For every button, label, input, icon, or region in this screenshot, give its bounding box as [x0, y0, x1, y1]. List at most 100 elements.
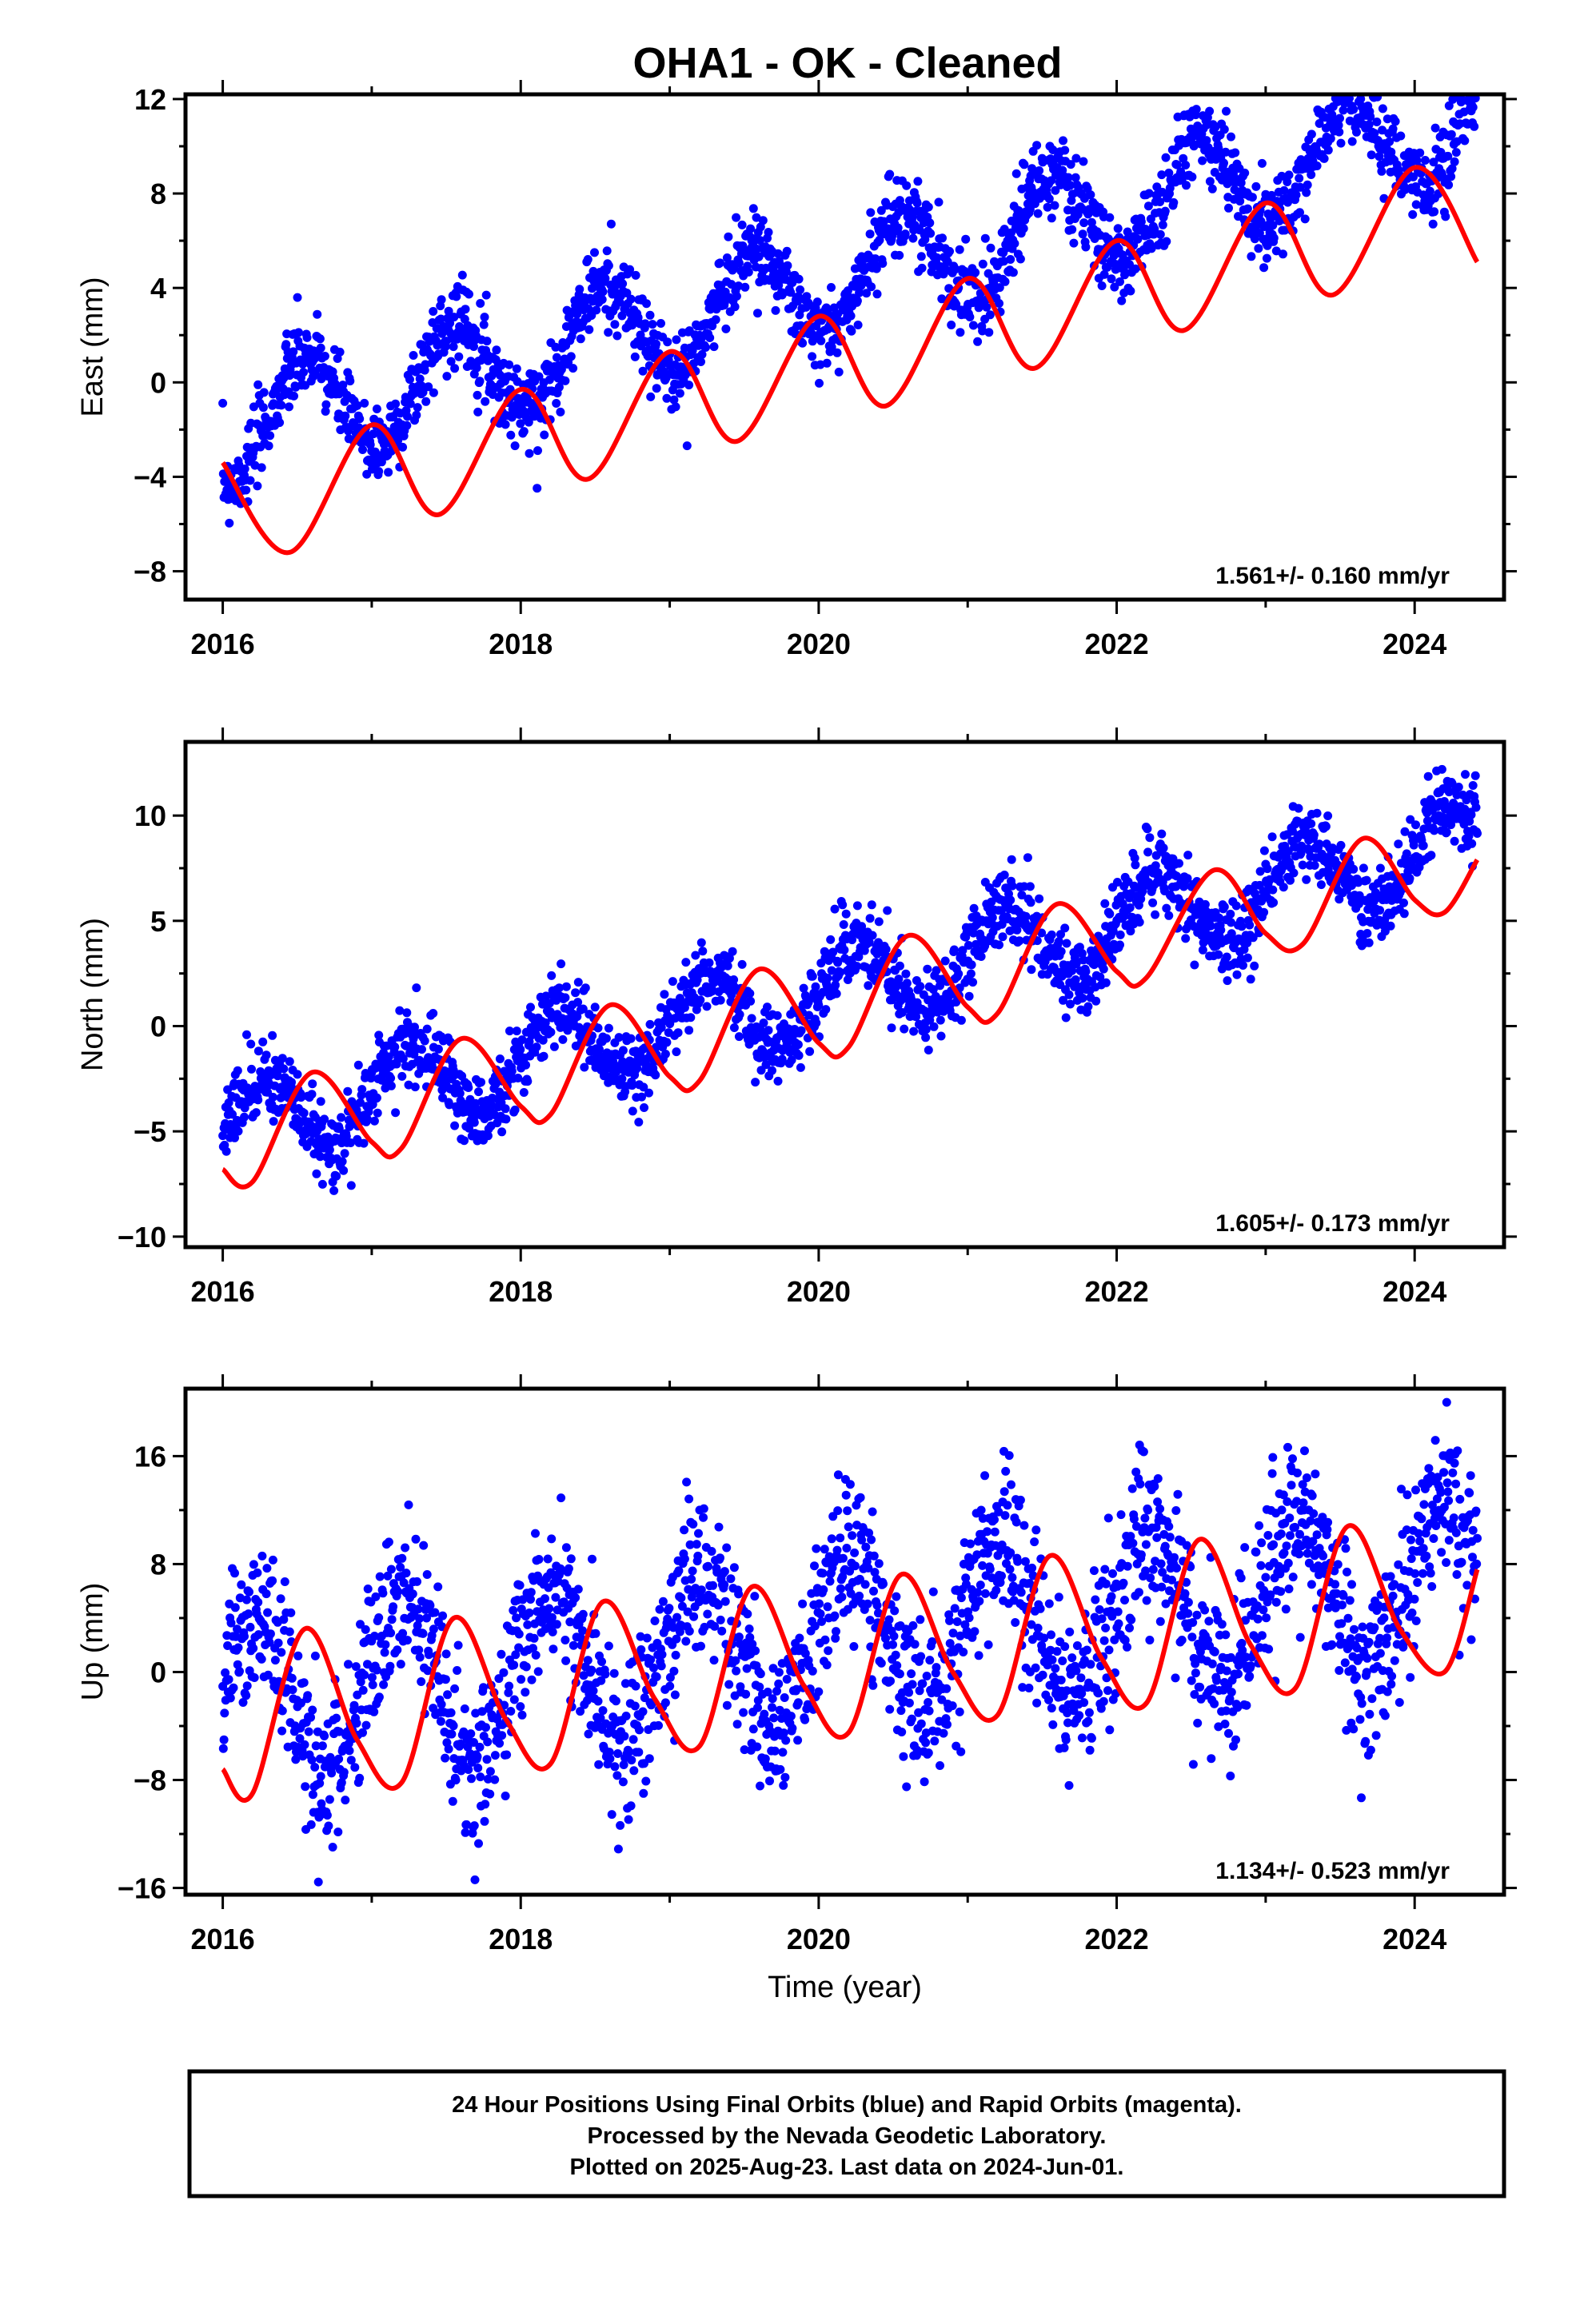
east-data-point: [1336, 78, 1345, 87]
east-data-point: [412, 410, 421, 420]
north-data-point: [1017, 891, 1027, 900]
up-data-point: [655, 1604, 664, 1614]
up-data-point: [345, 1746, 354, 1756]
up-data-point: [561, 1543, 571, 1553]
east-data-point: [1450, 157, 1459, 166]
north-data-point: [1035, 894, 1044, 903]
east-data-point: [1190, 140, 1199, 149]
north-data-point: [1315, 839, 1324, 849]
up-data-point: [624, 1815, 633, 1824]
north-data-point: [1060, 923, 1070, 933]
up-data-point: [398, 1628, 408, 1638]
east-data-point: [576, 334, 585, 344]
east-data-point: [1396, 131, 1406, 141]
north-data-point: [571, 988, 581, 998]
north-data-point: [968, 928, 978, 938]
north-data-point: [1231, 901, 1241, 911]
north-data-point: [827, 966, 836, 975]
east-data-point: [682, 441, 692, 451]
east-data-point: [1303, 180, 1312, 189]
east-data-point: [875, 235, 884, 245]
east-data-point: [1000, 277, 1010, 286]
north-data-point: [966, 969, 976, 979]
north-data-point: [799, 983, 808, 993]
north-data-point: [307, 1090, 317, 1099]
north-data-point: [729, 1023, 739, 1032]
north-data-point: [1386, 921, 1395, 931]
north-data-point: [549, 1042, 559, 1051]
north-data-point: [1105, 909, 1115, 919]
north-data-point: [1226, 909, 1235, 919]
up-data-point: [322, 1811, 332, 1820]
east-data-point: [912, 198, 922, 208]
up-data-point: [325, 1795, 334, 1804]
north-data-point: [317, 1179, 327, 1189]
up-data-point: [401, 1569, 411, 1578]
east-data-point: [783, 261, 792, 270]
north-data-point: [1255, 867, 1265, 876]
east-data-point: [716, 258, 724, 268]
east-data-point: [218, 398, 228, 408]
north-data-point: [287, 1078, 296, 1087]
east-data-point: [341, 411, 350, 421]
east-data-point: [377, 457, 386, 467]
east-data-point: [984, 328, 994, 337]
up-data-point: [280, 1577, 289, 1586]
north-data-point: [987, 897, 996, 907]
east-plot-frame: [183, 92, 1506, 602]
up-data-point: [480, 1816, 489, 1826]
east-data-point: [1126, 286, 1135, 296]
east-data-point: [646, 392, 656, 401]
north-data-point: [277, 1054, 287, 1063]
east-data-point: [1409, 172, 1418, 181]
up-data-point: [638, 1707, 648, 1716]
up-data-point: [276, 1594, 285, 1604]
north-data-point: [1012, 925, 1022, 935]
up-data-point: [635, 1725, 644, 1735]
east-data-point: [1464, 68, 1473, 77]
up-data-point: [497, 1649, 506, 1659]
north-data-point: [593, 1023, 603, 1033]
north-data-point: [299, 1108, 309, 1118]
up-data-point: [253, 1568, 262, 1577]
north-data-point: [539, 1051, 549, 1061]
east-data-point: [798, 338, 808, 348]
north-data-point: [1125, 903, 1135, 912]
east-data-point: [524, 417, 533, 427]
north-data-point: [617, 1074, 627, 1083]
north-data-point: [1077, 949, 1087, 959]
north-data-point: [1380, 927, 1390, 936]
up-data-point: [583, 1656, 592, 1665]
north-data-point: [1406, 815, 1415, 824]
up-data-point: [220, 1708, 229, 1718]
north-data-point: [1200, 899, 1210, 909]
north-data-point: [698, 947, 708, 956]
up-data-point: [444, 1744, 453, 1754]
up-data-point: [349, 1700, 359, 1710]
east-data-point: [675, 389, 684, 398]
up-data-point: [313, 1877, 323, 1887]
up-data-point: [620, 1679, 630, 1688]
up-data-point: [324, 1821, 333, 1831]
north-data-point: [493, 1118, 502, 1128]
east-data-point: [1323, 145, 1333, 155]
north-rate-label: 1.605+/- 0.173 mm/yr: [1215, 1210, 1450, 1237]
north-data-point: [1130, 853, 1139, 863]
north-data-point: [841, 909, 851, 919]
east-data-point: [1473, 72, 1482, 81]
up-data-point: [529, 1633, 539, 1643]
up-data-point: [650, 1616, 660, 1625]
north-data-point: [830, 904, 840, 914]
up-data-point: [253, 1597, 263, 1607]
north-data-point: [258, 1037, 268, 1046]
east-data-point: [812, 297, 822, 307]
east-data-point: [554, 382, 564, 392]
up-data-point: [475, 1742, 485, 1752]
east-data-point: [1451, 148, 1461, 157]
east-data-point: [1461, 63, 1470, 72]
north-data-point: [902, 979, 912, 988]
east-data-point: [1377, 166, 1386, 176]
east-data-point: [533, 484, 542, 493]
east-data-point: [855, 288, 864, 297]
